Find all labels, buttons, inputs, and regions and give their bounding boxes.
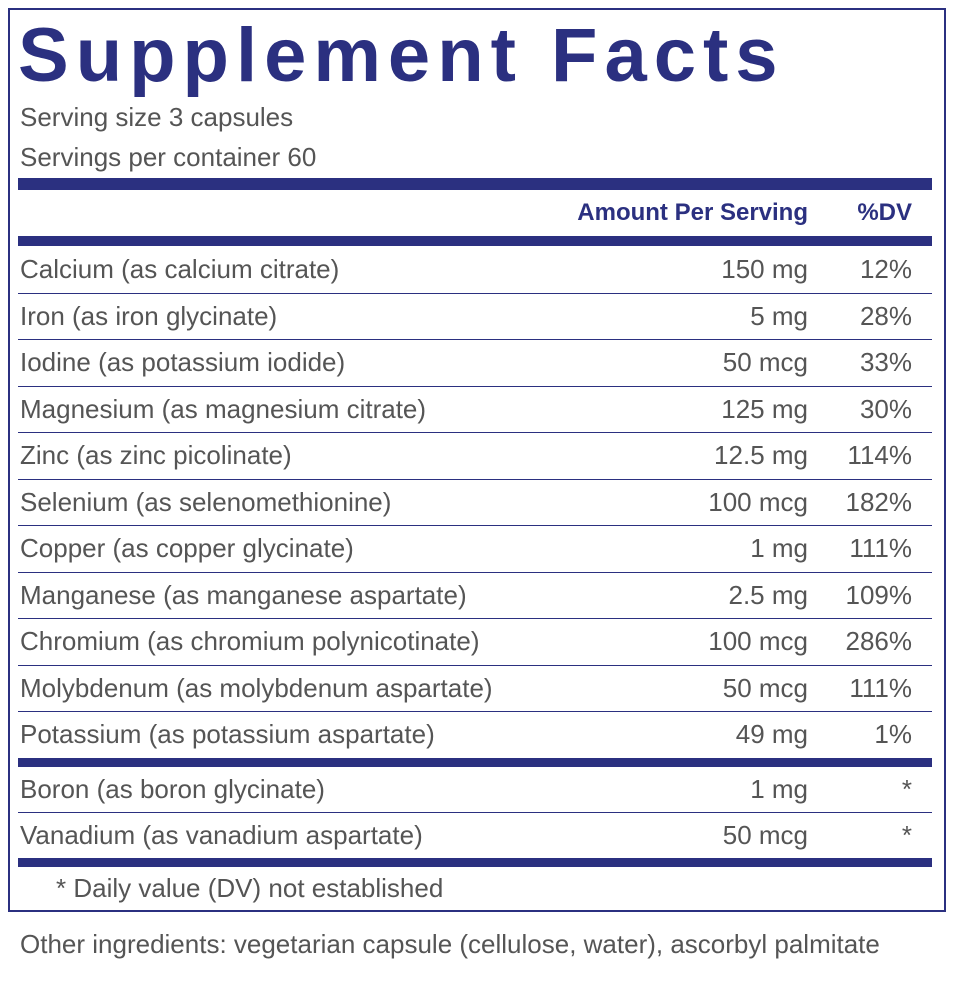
- amount: 125 mg: [721, 393, 808, 424]
- daily-value: *: [901, 774, 912, 805]
- servings-per-container: Servings per container 60: [20, 142, 317, 172]
- nutrient-name: Chromium (as chromium polynicotinate): [20, 626, 480, 657]
- row-divider: [18, 385, 932, 387]
- amount: 1 mg: [750, 533, 808, 564]
- amount-header: Amount Per Serving: [577, 199, 808, 226]
- amount: 2.5 mg: [728, 579, 809, 610]
- row-divider: [18, 571, 932, 573]
- serving-size: Serving size 3 capsules: [20, 102, 294, 132]
- amount: 1 mg: [750, 774, 808, 805]
- nutrient-name: Selenium (as selenomethionine): [20, 486, 392, 517]
- nutrient-name: Vanadium (as vanadium aspartate): [20, 819, 423, 850]
- daily-value: *: [901, 819, 912, 850]
- nutrient-name: Magnesium (as magnesium citrate): [20, 393, 427, 424]
- row-divider: [18, 711, 932, 712]
- row-divider: [18, 812, 932, 813]
- nutrient-name: Calcium (as calcium citrate): [20, 254, 340, 285]
- daily-value: 33%: [859, 347, 912, 378]
- row-divider: [18, 432, 932, 433]
- label-box: [8, 8, 946, 912]
- amount: 50 mcg: [722, 672, 808, 703]
- dv-header: %DV: [857, 199, 912, 226]
- nutrient-name: Potassium (as potassium aspartate): [20, 719, 435, 750]
- nutrient-name: Boron (as boron glycinate): [20, 774, 325, 805]
- nutrient-name: Zinc (as zinc picolinate): [20, 440, 292, 471]
- divider: [18, 236, 932, 246]
- amount: 5 mg: [750, 300, 808, 331]
- row-divider: [18, 664, 932, 666]
- daily-value: 182%: [845, 486, 913, 517]
- divider: [18, 757, 932, 767]
- amount: 12.5 mg: [714, 440, 808, 471]
- amount: 49 mg: [735, 719, 808, 750]
- divider: [18, 857, 932, 867]
- nutrient-name: Iodine (as potassium iodide): [20, 347, 346, 378]
- daily-value: 1%: [874, 719, 912, 750]
- row-divider: [18, 478, 932, 480]
- amount: 100 mcg: [708, 486, 808, 517]
- other-ingredients: Other ingredients: vegetarian capsule (c…: [20, 929, 880, 959]
- footnote: * Daily value (DV) not established: [56, 873, 444, 903]
- row-divider: [18, 339, 932, 340]
- row-divider: [18, 292, 932, 294]
- daily-value: 286%: [845, 626, 913, 657]
- amount: 100 mcg: [708, 626, 808, 657]
- daily-value: 111%: [849, 672, 912, 703]
- amount: 50 mcg: [722, 819, 808, 850]
- nutrient-name: Manganese (as manganese aspartate): [20, 579, 467, 610]
- daily-value: 109%: [845, 579, 913, 610]
- nutrient-name: Copper (as copper glycinate): [20, 533, 354, 564]
- row-divider: [18, 525, 932, 526]
- amount: 50 mcg: [722, 347, 808, 378]
- daily-value: 28%: [859, 300, 912, 331]
- daily-value: 111%: [849, 533, 912, 564]
- daily-value: 114%: [847, 440, 912, 471]
- row-divider: [18, 618, 932, 619]
- daily-value: 30%: [859, 393, 912, 424]
- nutrient-name: Iron (as iron glycinate): [20, 300, 278, 331]
- amount: 150 mg: [721, 254, 808, 285]
- nutrient-name: Molybdenum (as molybdenum aspartate): [20, 672, 493, 703]
- divider: [18, 178, 932, 190]
- title: Supplement Facts: [18, 13, 785, 98]
- daily-value: 12%: [859, 254, 912, 285]
